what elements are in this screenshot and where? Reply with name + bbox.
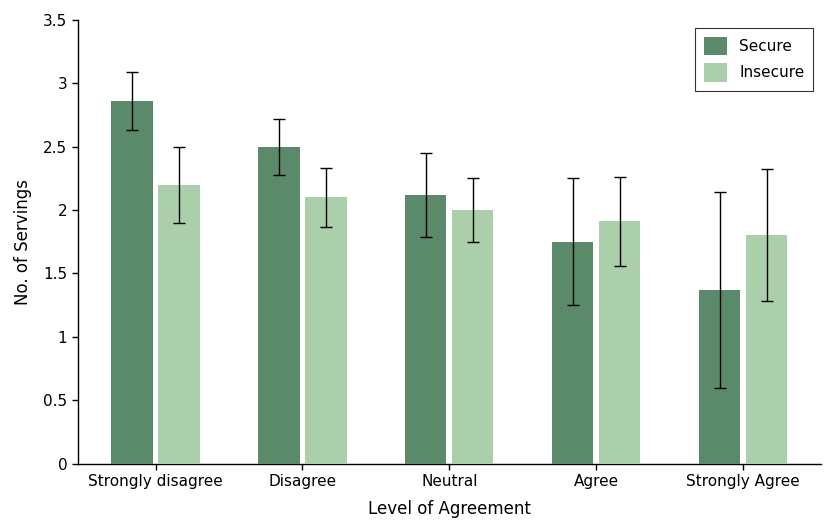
Y-axis label: No. of Servings: No. of Servings [14, 179, 32, 305]
Bar [552, 242, 594, 463]
Bar [306, 197, 347, 463]
Bar [159, 185, 200, 463]
Bar [405, 195, 447, 463]
Bar [746, 235, 787, 463]
Bar [600, 221, 640, 463]
Bar [258, 147, 300, 463]
X-axis label: Level of Agreement: Level of Agreement [368, 500, 531, 518]
Bar [453, 210, 493, 463]
Bar [111, 101, 153, 463]
Bar [699, 290, 741, 463]
Legend: Secure, Insecure: Secure, Insecure [695, 28, 813, 91]
